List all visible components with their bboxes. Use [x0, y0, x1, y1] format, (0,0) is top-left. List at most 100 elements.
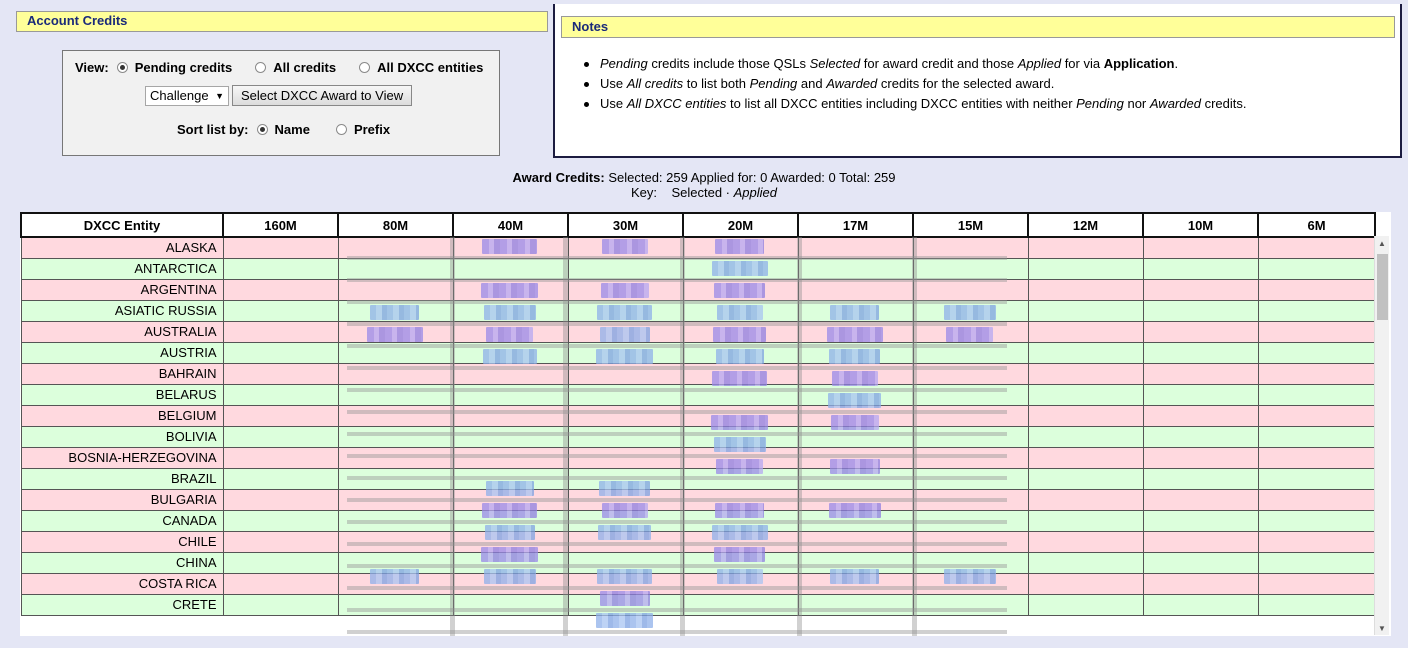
band-cell[interactable] [567, 509, 684, 532]
band-cell[interactable] [452, 446, 569, 469]
band-cell[interactable] [222, 530, 339, 553]
band-cell[interactable] [1257, 446, 1376, 469]
band-cell[interactable] [567, 404, 684, 427]
band-cell[interactable] [912, 593, 1029, 616]
band-cell[interactable] [1142, 551, 1259, 574]
pending-credits-label[interactable]: Pending credits [134, 60, 233, 75]
band-cell[interactable] [797, 446, 914, 469]
band-cell[interactable] [912, 236, 1029, 259]
band-cell[interactable] [1142, 593, 1259, 616]
band-cell[interactable] [222, 404, 339, 427]
band-cell[interactable] [1142, 509, 1259, 532]
band-cell[interactable] [1027, 299, 1144, 322]
band-cell[interactable] [1027, 467, 1144, 490]
band-cell[interactable] [1257, 320, 1376, 343]
band-cell[interactable] [912, 446, 1029, 469]
band-cell[interactable] [1257, 572, 1376, 595]
sort-prefix-label[interactable]: Prefix [353, 122, 391, 137]
band-cell[interactable] [222, 551, 339, 574]
band-cell[interactable] [452, 383, 569, 406]
radio-sort-name[interactable] [256, 124, 268, 135]
band-cell[interactable] [222, 257, 339, 280]
band-cell[interactable] [1142, 488, 1259, 511]
band-cell[interactable] [337, 530, 454, 553]
scroll-up-icon[interactable]: ▲ [1378, 239, 1386, 248]
award-select[interactable]: Challenge ▼ [145, 85, 229, 106]
band-cell[interactable] [1142, 362, 1259, 385]
band-cell[interactable] [222, 467, 339, 490]
band-cell[interactable] [682, 383, 799, 406]
band-cell[interactable] [1257, 383, 1376, 406]
band-cell[interactable] [912, 530, 1029, 553]
band-cell[interactable] [1257, 404, 1376, 427]
band-cell[interactable] [797, 488, 914, 511]
band-cell[interactable] [1257, 362, 1376, 385]
band-cell[interactable] [797, 509, 914, 532]
band-cell[interactable] [797, 593, 914, 616]
band-cell[interactable] [452, 425, 569, 448]
band-cell[interactable] [1027, 383, 1144, 406]
band-cell[interactable] [912, 467, 1029, 490]
band-cell[interactable] [222, 488, 339, 511]
band-cell[interactable] [682, 593, 799, 616]
all-dxcc-entities-label[interactable]: All DXCC entities [377, 60, 484, 75]
band-cell[interactable] [337, 404, 454, 427]
radio-all-dxcc-entities[interactable] [359, 62, 371, 73]
band-cell[interactable] [1027, 446, 1144, 469]
band-cell[interactable] [1142, 236, 1259, 259]
band-cell[interactable] [1142, 404, 1259, 427]
scroll-down-icon[interactable]: ▼ [1378, 624, 1386, 633]
band-cell[interactable] [222, 341, 339, 364]
band-cell[interactable] [1257, 593, 1376, 616]
band-cell[interactable] [1027, 236, 1144, 259]
band-cell[interactable] [797, 530, 914, 553]
band-cell[interactable] [452, 404, 569, 427]
band-cell[interactable] [337, 278, 454, 301]
sort-name-label[interactable]: Name [274, 122, 310, 137]
band-cell[interactable] [1257, 299, 1376, 322]
band-cell[interactable] [567, 425, 684, 448]
band-cell[interactable] [337, 551, 454, 574]
band-cell[interactable] [337, 236, 454, 259]
band-cell[interactable] [1257, 509, 1376, 532]
radio-pending-credits[interactable] [116, 62, 128, 73]
band-cell[interactable] [1027, 425, 1144, 448]
band-cell[interactable] [222, 383, 339, 406]
band-cell[interactable] [1142, 278, 1259, 301]
band-cell[interactable] [1027, 320, 1144, 343]
band-cell[interactable] [1027, 278, 1144, 301]
band-cell[interactable] [912, 551, 1029, 574]
radio-all-credits[interactable] [255, 62, 267, 73]
band-cell[interactable] [1027, 593, 1144, 616]
band-cell[interactable] [337, 467, 454, 490]
band-cell[interactable] [567, 257, 684, 280]
band-cell[interactable] [912, 362, 1029, 385]
band-cell[interactable] [452, 488, 569, 511]
grid-scrollbar[interactable]: ▲ ▼ [1374, 236, 1389, 635]
band-cell[interactable] [912, 509, 1029, 532]
band-cell[interactable] [1257, 257, 1376, 280]
band-cell[interactable] [222, 509, 339, 532]
band-cell[interactable] [912, 383, 1029, 406]
band-cell[interactable] [1257, 467, 1376, 490]
band-cell[interactable] [1257, 530, 1376, 553]
band-cell[interactable] [567, 530, 684, 553]
band-cell[interactable] [1142, 467, 1259, 490]
band-cell[interactable] [337, 593, 454, 616]
band-cell[interactable] [1257, 236, 1376, 259]
band-cell[interactable] [222, 572, 339, 595]
band-cell[interactable] [222, 299, 339, 322]
band-cell[interactable] [567, 488, 684, 511]
band-cell[interactable] [1142, 257, 1259, 280]
all-credits-label[interactable]: All credits [273, 60, 337, 75]
band-cell[interactable] [1257, 551, 1376, 574]
band-cell[interactable] [567, 362, 684, 385]
band-cell[interactable] [1027, 488, 1144, 511]
band-cell[interactable] [1142, 425, 1259, 448]
band-cell[interactable] [1027, 530, 1144, 553]
band-cell[interactable] [1027, 551, 1144, 574]
band-cell[interactable] [337, 425, 454, 448]
band-cell[interactable] [567, 383, 684, 406]
band-cell[interactable] [1027, 362, 1144, 385]
band-cell[interactable] [1027, 257, 1144, 280]
